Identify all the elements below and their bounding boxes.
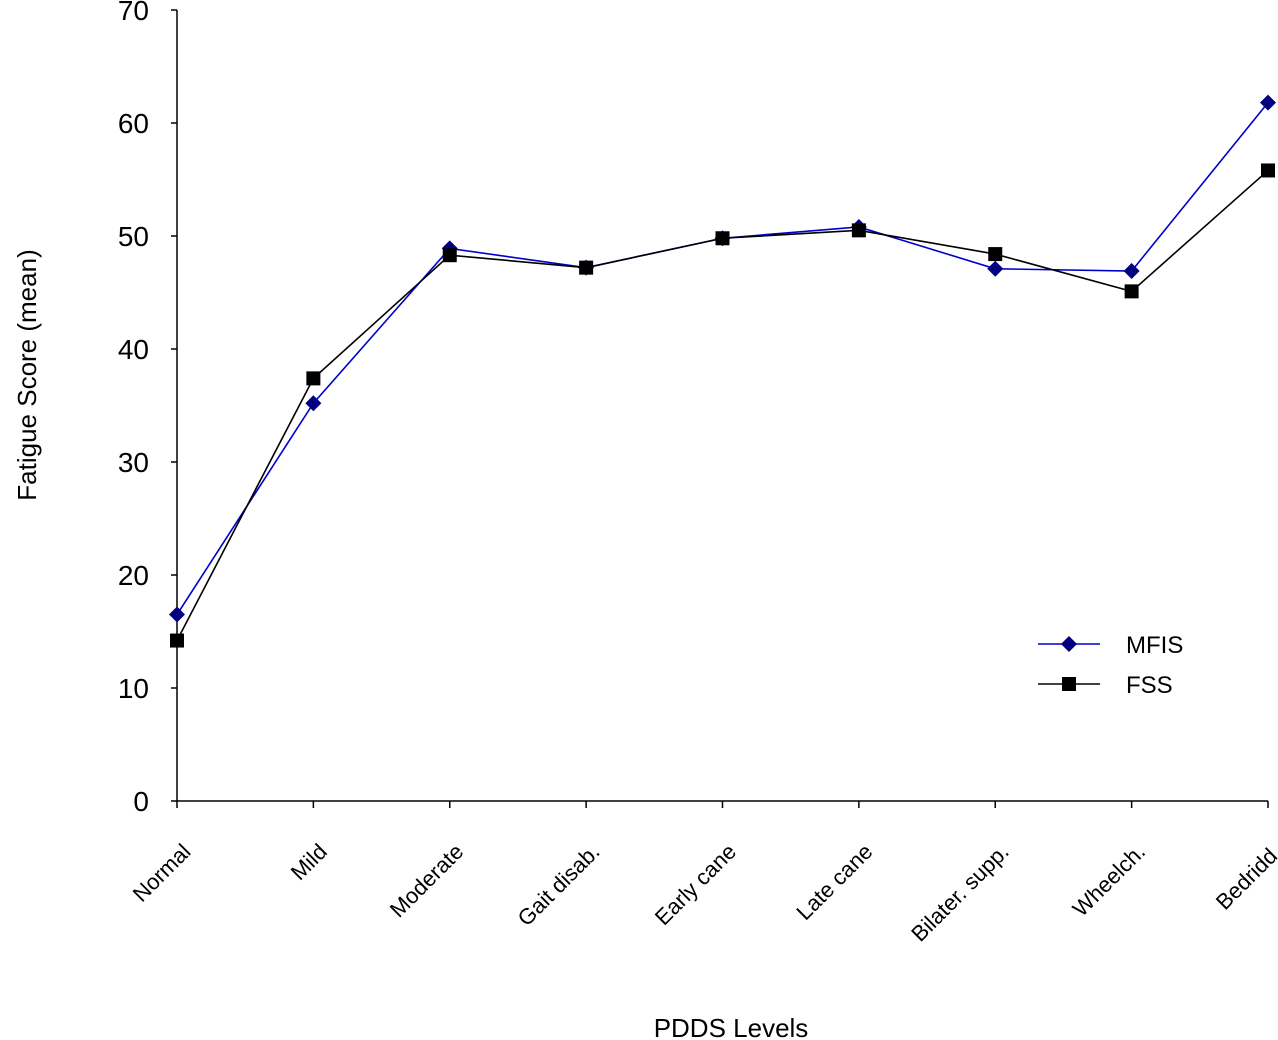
x-tick-label: Late cane: [791, 839, 877, 925]
data-point-mfis: [1260, 94, 1276, 111]
series-layer: [169, 94, 1276, 648]
data-point-fss: [442, 248, 457, 263]
x-tick-label: Gait disab.: [513, 839, 605, 931]
x-tick-label: Bedridd.: [1211, 839, 1278, 915]
data-point-mfis: [305, 395, 322, 412]
data-point-fss: [1261, 163, 1275, 178]
y-axis-ticks: 0 10 20 30 40 50 60 70: [118, 0, 177, 817]
x-tick-label: Moderate: [385, 839, 468, 922]
plot-area: [176, 10, 1268, 802]
data-point-mfis: [169, 606, 185, 623]
y-tick-label: 20: [118, 560, 149, 591]
y-tick-label: 60: [118, 108, 149, 139]
data-point-fss: [1124, 284, 1139, 299]
series-fss: [170, 163, 1275, 648]
legend-label: MFIS: [1126, 632, 1183, 659]
x-tick-label: Bilater. supp.: [906, 839, 1014, 947]
x-tick-label: Early cane: [650, 839, 741, 930]
legend-item-fss: FSS: [1038, 672, 1173, 699]
x-axis-ticks: Normal Mild Moderate Gait disab. Early cane L…: [128, 801, 1278, 946]
legend: MFIS FSS: [1038, 632, 1183, 699]
data-point-mfis: [1123, 263, 1140, 280]
data-point-fss: [988, 247, 1003, 262]
y-tick-label: 30: [118, 447, 149, 478]
y-tick-label: 50: [118, 221, 149, 252]
x-tick-label: Wheelch.: [1068, 839, 1151, 922]
y-tick-label: 10: [118, 673, 149, 704]
y-tick-label: 0: [133, 786, 149, 817]
y-axis-title: Fatigue Score (mean): [12, 249, 42, 500]
x-tick-label: Normal: [128, 839, 196, 907]
data-point-fss: [306, 371, 321, 386]
x-tick-label: Mild: [286, 839, 332, 885]
legend-label: FSS: [1126, 672, 1173, 699]
y-tick-label: 70: [118, 0, 149, 26]
data-point-fss: [170, 633, 184, 648]
data-point-mfis: [987, 260, 1004, 277]
series-line-mfis: [176, 102, 1269, 615]
y-tick-label: 40: [118, 334, 149, 365]
data-point-fss: [579, 260, 594, 275]
data-point-fss: [715, 231, 730, 246]
legend-item-mfis: MFIS: [1038, 632, 1183, 659]
legend-marker: [1061, 636, 1077, 652]
x-axis-title: PDDS Levels: [654, 1013, 809, 1040]
data-point-fss: [851, 223, 866, 238]
legend-marker: [1062, 677, 1076, 691]
